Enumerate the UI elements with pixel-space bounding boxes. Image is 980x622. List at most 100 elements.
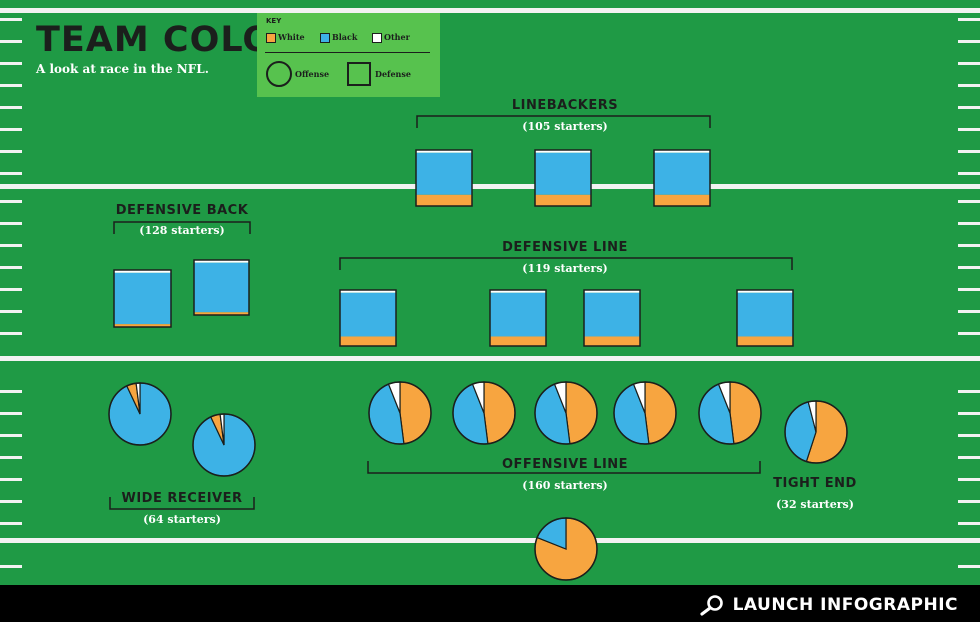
linebacker-square-3-outline: [653, 149, 711, 207]
linebacker-square-1-outline: [415, 149, 473, 207]
defensive-back-square-2-other-bar: [194, 260, 249, 263]
hash-mark-left: [0, 456, 22, 459]
defensive-back-bracket: [113, 221, 251, 234]
offensive-line-pie-1-outline: [368, 381, 432, 445]
linebackers-starters: (105 starters): [522, 120, 608, 133]
hash-mark-left: [0, 40, 22, 43]
tight-end-pie-outline: [784, 400, 848, 464]
defensive-back-square-1-white-bar: [114, 324, 171, 327]
launch-infographic-label: LAUNCH INFOGRAPHIC: [732, 595, 958, 615]
yard-line: [0, 356, 980, 361]
legend-label-black: Black: [332, 32, 358, 42]
defensive-line-square-4-other-bar: [737, 290, 793, 293]
search-icon: [699, 595, 723, 616]
wide-receiver-bracket: [109, 497, 255, 510]
hash-mark-left: [0, 478, 22, 481]
hash-mark-right: [958, 222, 980, 225]
defensive-back-starters: (128 starters): [139, 224, 225, 237]
defensive-line-square-1-white-bar: [340, 336, 396, 346]
linebacker-square-2-black-bar: [535, 152, 591, 195]
football-field: [0, 0, 980, 585]
legend-divider: [265, 52, 430, 53]
linebacker-square-1-other-bar: [416, 150, 472, 153]
hash-mark-right: [958, 244, 980, 247]
offensive-line-starters: (160 starters): [522, 479, 608, 492]
offensive-line-pie-2-outline: [452, 381, 516, 445]
defense-square-icon: [347, 62, 371, 86]
hash-mark-left: [0, 310, 22, 313]
hash-mark-right: [958, 18, 980, 21]
legend-label-other: Other: [384, 32, 410, 42]
wide-receiver-pie-1-outline: [108, 382, 172, 446]
hash-mark-right: [958, 390, 980, 393]
hash-mark-right: [958, 500, 980, 503]
defensive-line-square-1-black-bar: [340, 292, 396, 337]
hash-mark-right: [958, 456, 980, 459]
defensive-back-square-1-black-bar: [114, 272, 171, 325]
footer-bar: [0, 585, 980, 622]
hash-mark-right: [958, 150, 980, 153]
hash-mark-left: [0, 62, 22, 65]
defensive-back-square-1-other-bar: [114, 270, 171, 273]
linebackers-bracket: [416, 115, 711, 128]
wide-receiver-title: WIDE RECEIVER: [121, 491, 243, 506]
offense-circle-icon: [266, 61, 292, 87]
wide-receiver-starters: (64 starters): [143, 513, 221, 526]
hash-mark-left: [0, 106, 22, 109]
legend-defense-label: Defense: [375, 69, 411, 79]
hash-mark-right: [958, 332, 980, 335]
defensive-line-starters: (119 starters): [522, 262, 608, 275]
defensive-back-square-2-outline: [193, 259, 250, 316]
hash-mark-left: [0, 266, 22, 269]
linebacker-square-3-other-bar: [654, 150, 710, 153]
defensive-line-square-3-other-bar: [584, 290, 640, 293]
hash-mark-left: [0, 200, 22, 203]
launch-infographic-button[interactable]: LAUNCH INFOGRAPHIC: [699, 594, 958, 616]
page-subtitle: A look at race in the NFL.: [36, 62, 209, 76]
hash-mark-left: [0, 390, 22, 393]
hash-mark-left: [0, 172, 22, 175]
defensive-line-bracket: [339, 257, 793, 270]
linebacker-square-2-outline: [534, 149, 592, 207]
offensive-line-title: OFFENSIVE LINE: [501, 457, 629, 472]
defensive-line-title: DEFENSIVE LINE: [502, 240, 628, 255]
yard-line: [0, 184, 980, 189]
hash-mark-left: [0, 84, 22, 87]
defensive-back-square-1-outline: [113, 269, 172, 328]
legend-swatch-white: [266, 33, 276, 43]
linebackers-title: LINEBACKERS: [511, 98, 619, 113]
legend-key-label: KEY: [266, 17, 282, 25]
defensive-back-square-2-white-bar: [194, 312, 249, 315]
defensive-back-square-2-black-bar: [194, 262, 249, 313]
hash-mark-left: [0, 222, 22, 225]
legend-box: KEY White Black Other Offense Defense: [257, 13, 440, 97]
linebacker-square-1-black-bar: [416, 152, 472, 195]
defensive-line-square-3-outline: [583, 289, 641, 347]
hash-mark-right: [958, 310, 980, 313]
defensive-line-square-3-white-bar: [584, 336, 640, 346]
hash-mark-left: [0, 18, 22, 21]
quarterback-pie-outline: [534, 517, 598, 581]
defensive-line-square-1-other-bar: [340, 290, 396, 293]
hash-mark-right: [958, 565, 980, 568]
defensive-line-square-3-black-bar: [584, 292, 640, 337]
offensive-line-pie-4-outline: [613, 381, 677, 445]
hash-mark-left: [0, 522, 22, 525]
tight-end-title: TIGHT END: [773, 476, 857, 491]
legend-swatch-other: [372, 33, 382, 43]
hash-mark-right: [958, 128, 980, 131]
hash-mark-right: [958, 84, 980, 87]
hash-mark-left: [0, 150, 22, 153]
legend-label-white: White: [278, 32, 305, 42]
defensive-line-square-4-outline: [736, 289, 794, 347]
hash-mark-left: [0, 500, 22, 503]
hash-mark-right: [958, 62, 980, 65]
hash-mark-right: [958, 288, 980, 291]
hash-mark-left: [0, 412, 22, 415]
hash-mark-left: [0, 332, 22, 335]
hash-mark-left: [0, 288, 22, 291]
hash-mark-right: [958, 522, 980, 525]
hash-mark-right: [958, 200, 980, 203]
hash-mark-right: [958, 478, 980, 481]
offensive-line-pie-3-outline: [534, 381, 598, 445]
